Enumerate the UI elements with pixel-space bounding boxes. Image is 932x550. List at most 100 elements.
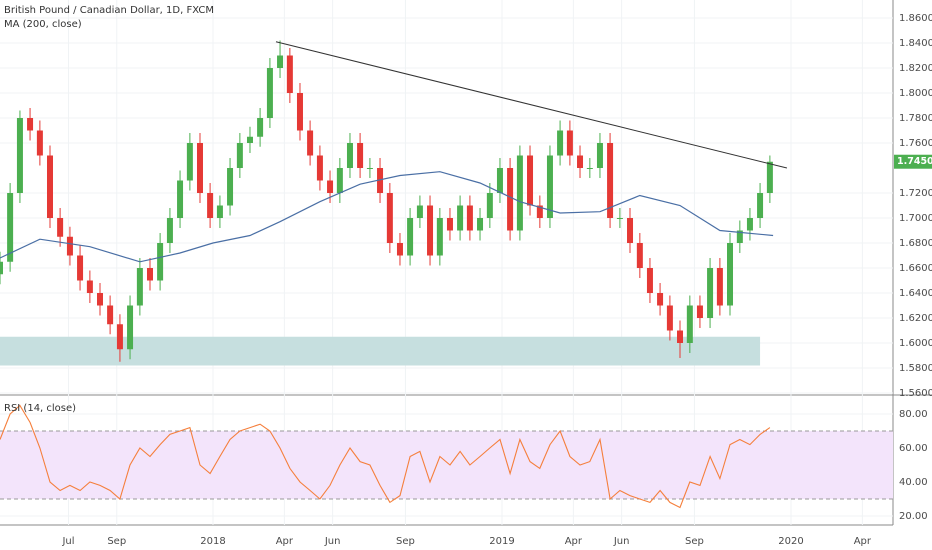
- last-price-badge: [894, 154, 932, 169]
- candle-body: [77, 255, 84, 281]
- candle-body: [516, 155, 523, 231]
- candle-body: [696, 305, 703, 318]
- candle-body: [457, 205, 464, 231]
- y-tick-label: 1.76000: [899, 138, 932, 149]
- candle-body: [346, 143, 353, 168]
- candle-body: [616, 218, 623, 219]
- candle-body: [336, 168, 343, 193]
- y-tick-label: 1.64000: [899, 288, 932, 299]
- candle-body: [507, 168, 514, 231]
- candle-body: [157, 243, 164, 281]
- candle-body: [136, 268, 143, 306]
- candle-body: [146, 268, 153, 281]
- candle-body: [377, 168, 384, 193]
- y-tick-label: 1.80000: [899, 88, 932, 99]
- rsi-tick-label: 20.00: [899, 511, 928, 522]
- rsi-legend: RSI (14, close): [4, 403, 76, 414]
- candle-body: [707, 268, 714, 318]
- candle-body: [566, 130, 573, 156]
- x-tick-label: 2020: [778, 536, 803, 547]
- rsi-line: [0, 404, 771, 509]
- y-tick-label: 1.60000: [899, 338, 932, 349]
- candle-body: [536, 205, 543, 218]
- candle-body: [527, 155, 534, 206]
- candle-body: [296, 93, 303, 131]
- candle-body: [327, 180, 334, 193]
- ma-line: [0, 171, 774, 263]
- ma-legend: MA (200, close): [4, 19, 82, 30]
- candle-body: [57, 218, 64, 237]
- candle-body: [227, 168, 234, 206]
- y-tick-label: 1.72000: [899, 188, 932, 199]
- candle-body: [257, 118, 264, 137]
- candle-body: [396, 243, 403, 256]
- candle-body: [746, 218, 753, 231]
- rsi-tick-label: 40.00: [899, 477, 928, 488]
- candle-body: [316, 155, 323, 181]
- candle-body: [386, 193, 393, 243]
- candle-body: [636, 243, 643, 268]
- x-tick-label: 2019: [489, 536, 514, 547]
- y-tick-label: 1.84000: [899, 38, 932, 49]
- candle-body: [307, 130, 314, 156]
- candle-body: [357, 143, 364, 168]
- candle-body: [86, 280, 93, 293]
- candle-body: [446, 218, 453, 231]
- candle-body: [96, 293, 103, 306]
- candle-body: [486, 193, 493, 218]
- x-tick-label: Apr: [276, 536, 294, 547]
- candle-body: [277, 55, 284, 68]
- y-tick-label: 1.58000: [899, 363, 932, 374]
- candle-body: [727, 243, 734, 306]
- y-tick-label: 1.62000: [899, 313, 932, 324]
- candle-body: [766, 161, 773, 193]
- candle-body: [557, 130, 564, 156]
- candle-body: [646, 268, 653, 293]
- support-zone: [0, 336, 761, 366]
- x-tick-label: Jun: [613, 536, 630, 547]
- candle-body: [186, 143, 193, 181]
- candle-body: [0, 261, 3, 275]
- candle-body: [436, 218, 443, 256]
- candle-body: [107, 305, 114, 325]
- candle-body: [7, 193, 14, 262]
- candle-body: [166, 218, 173, 243]
- candle-body: [757, 193, 764, 218]
- candle-body: [246, 136, 253, 143]
- candle-body: [607, 143, 614, 218]
- x-tick-label: 2018: [200, 536, 225, 547]
- y-tick-label: 1.82000: [899, 63, 932, 74]
- candle-body: [366, 168, 373, 169]
- candle-body: [416, 205, 423, 218]
- chart-title: British Pound / Canadian Dollar, 1D, FXC…: [4, 5, 214, 16]
- candle-body: [657, 293, 664, 306]
- candle-body: [207, 193, 214, 218]
- x-tick-label: Jul: [61, 536, 74, 547]
- candle-body: [407, 218, 414, 256]
- last-price-label: 1.74502: [897, 156, 932, 167]
- candle-body: [177, 180, 184, 218]
- candle-body: [66, 236, 73, 256]
- candle-body: [736, 230, 743, 243]
- y-tick-label: 1.68000: [899, 238, 932, 249]
- candle-body: [427, 205, 434, 256]
- candle-body: [496, 168, 503, 193]
- rsi-tick-label: 80.00: [899, 409, 928, 420]
- rsi-tick-label: 60.00: [899, 443, 928, 454]
- candle-body: [36, 130, 43, 156]
- candle-body: [596, 143, 603, 168]
- candle-body: [27, 118, 34, 131]
- candle-body: [627, 218, 634, 243]
- candle-body: [716, 268, 723, 306]
- candle-body: [477, 218, 484, 231]
- rsi-band: [0, 430, 893, 499]
- candle-body: [216, 205, 223, 218]
- candle-body: [586, 168, 593, 169]
- trendline: [275, 41, 788, 169]
- candle-body: [266, 68, 273, 118]
- x-tick-label: Jun: [324, 536, 341, 547]
- candle-body: [46, 155, 53, 218]
- x-tick-label: Sep: [396, 536, 415, 547]
- candle-body: [127, 305, 134, 350]
- y-tick-label: 1.70000: [899, 213, 932, 224]
